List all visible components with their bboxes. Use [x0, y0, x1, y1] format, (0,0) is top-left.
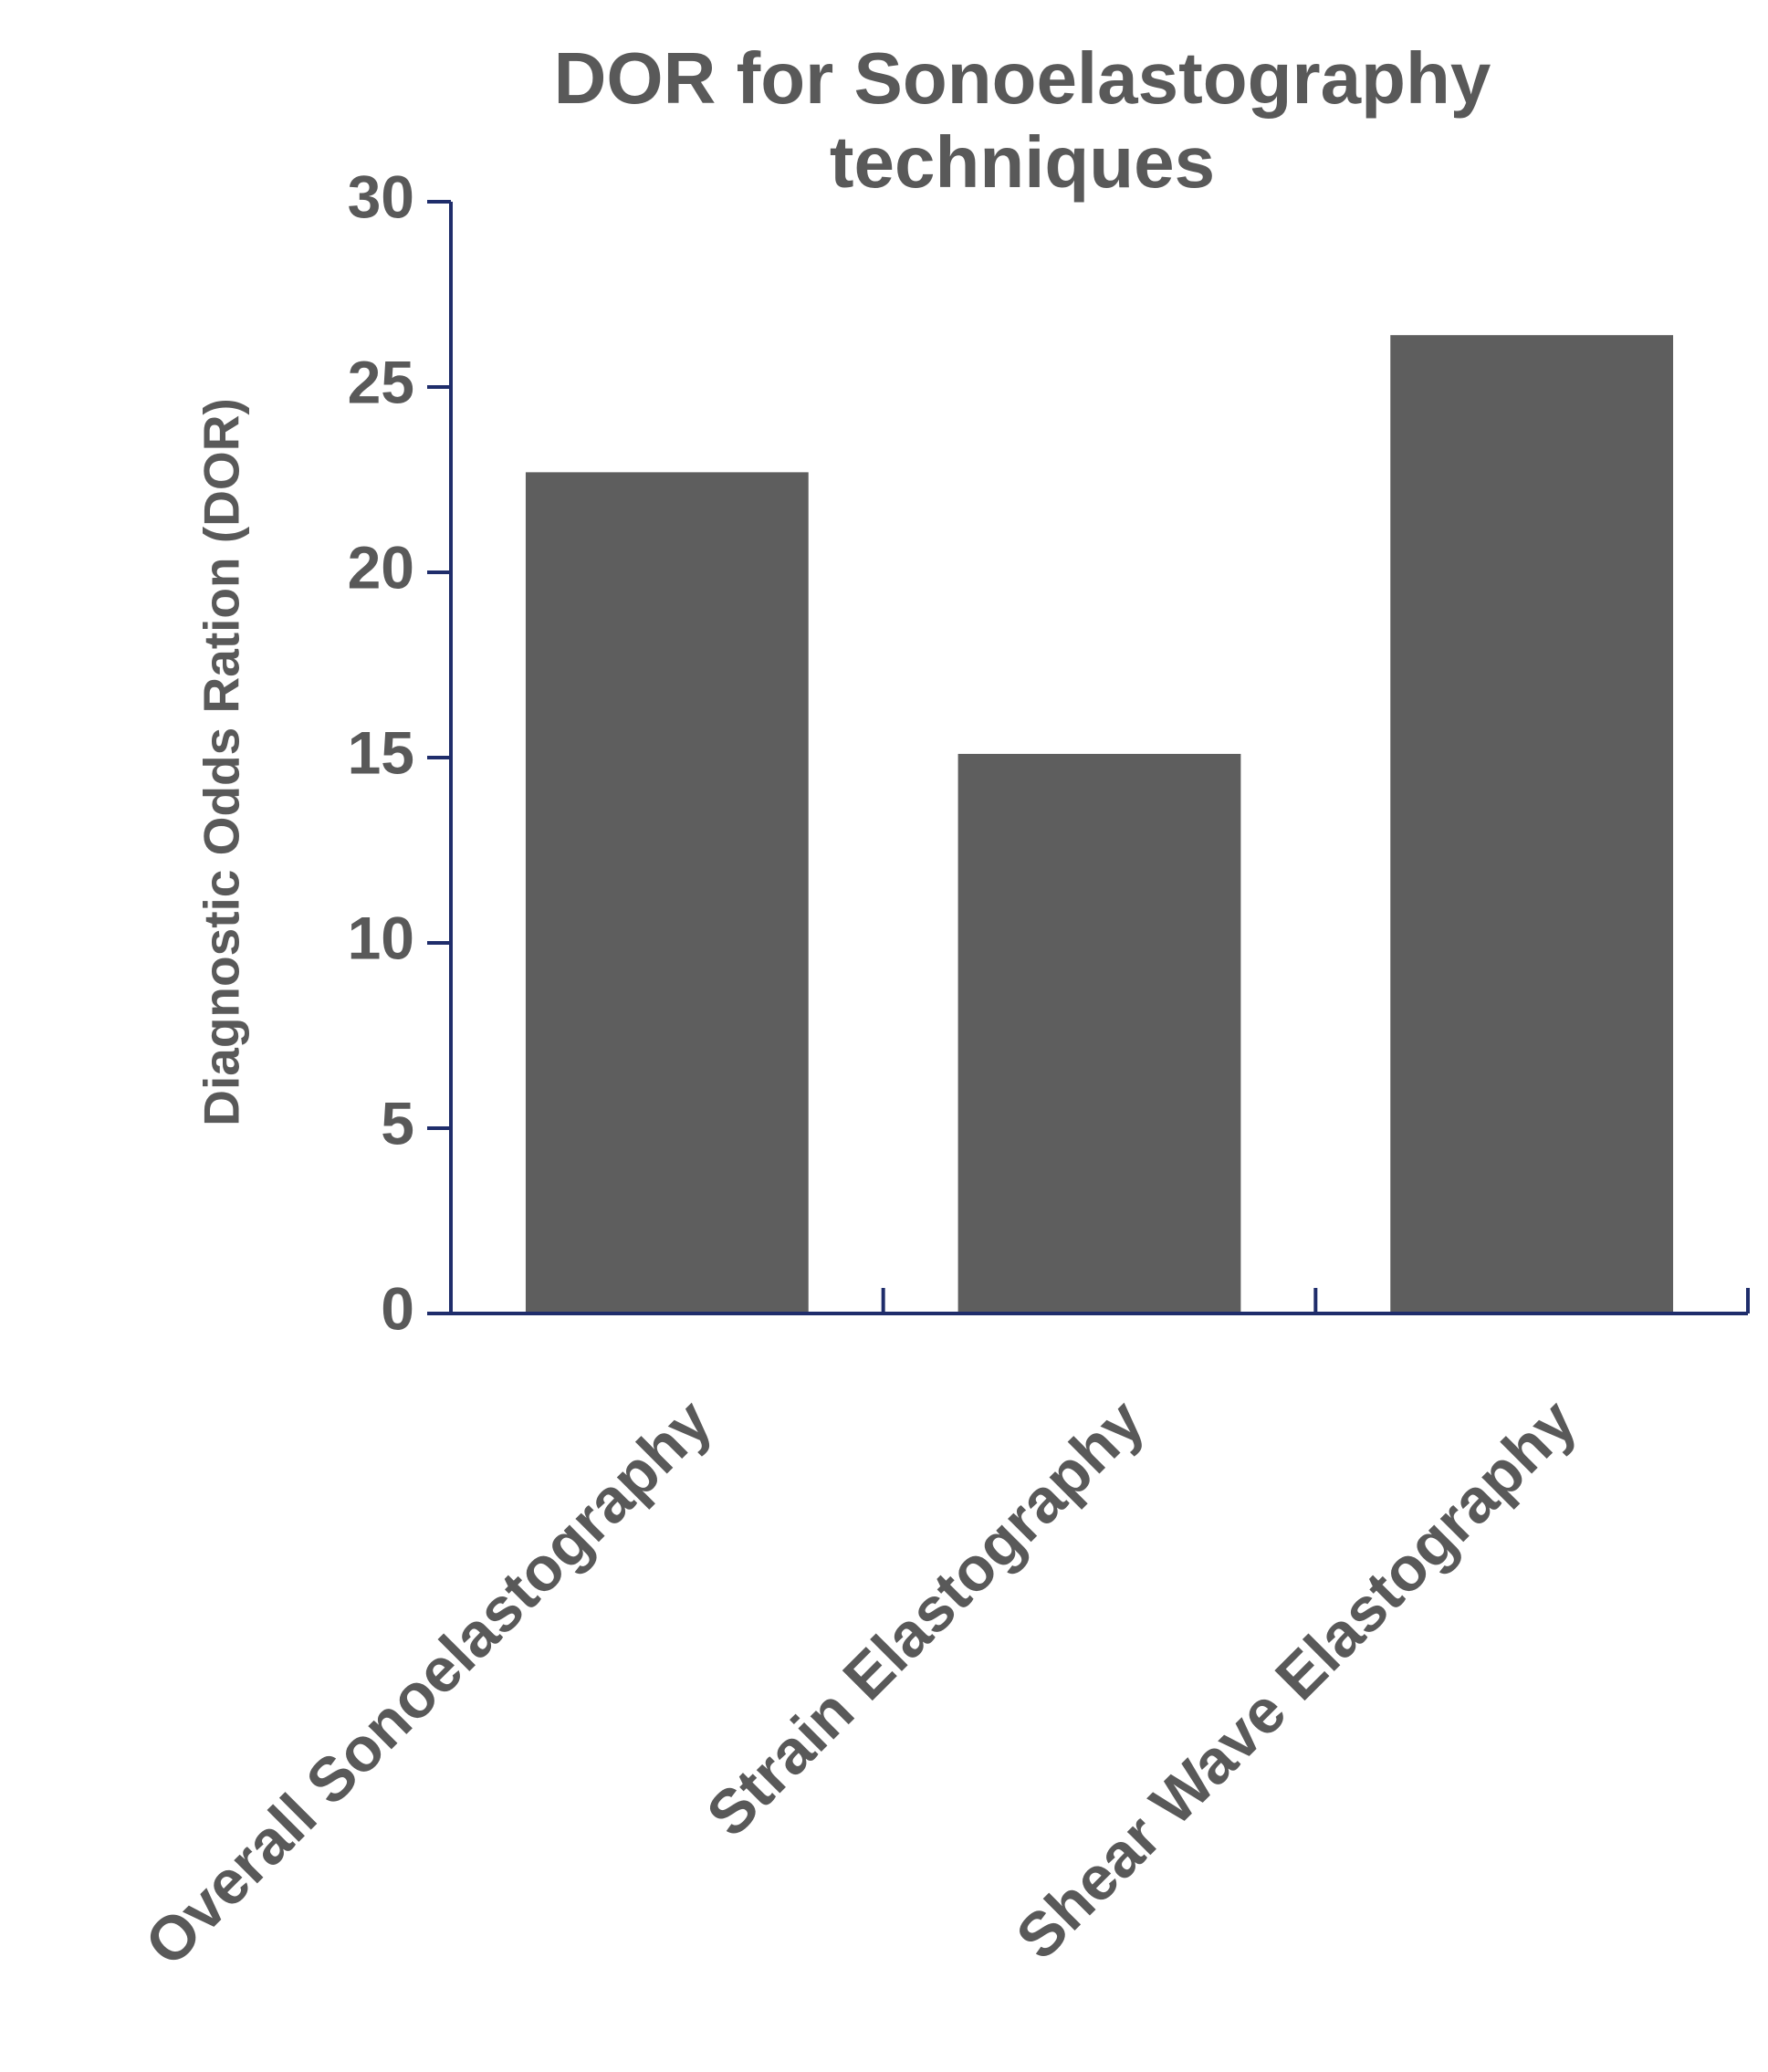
y-tick-label: 10 — [348, 904, 414, 971]
y-tick-label: 5 — [381, 1089, 414, 1156]
x-tick-label: Overall Sonoelastography — [132, 1386, 726, 1979]
y-tick-label: 20 — [348, 533, 414, 601]
bar — [1390, 335, 1674, 1313]
title-box: DOR for Sonoelastography techniques — [553, 37, 1491, 203]
x-tick-label: Strain Elastography — [694, 1386, 1157, 1849]
y-axis-label: Diagnostic Odds Ration (DOR) — [194, 398, 250, 1126]
y-tick-label: 0 — [381, 1274, 414, 1342]
y-tick-label: 25 — [348, 348, 414, 415]
chart-title: DOR for Sonoelastography techniques — [553, 37, 1491, 203]
y-tick-label: 15 — [348, 718, 414, 786]
bar — [525, 472, 809, 1313]
bar — [957, 753, 1241, 1313]
y-tick-label: 30 — [348, 162, 414, 230]
